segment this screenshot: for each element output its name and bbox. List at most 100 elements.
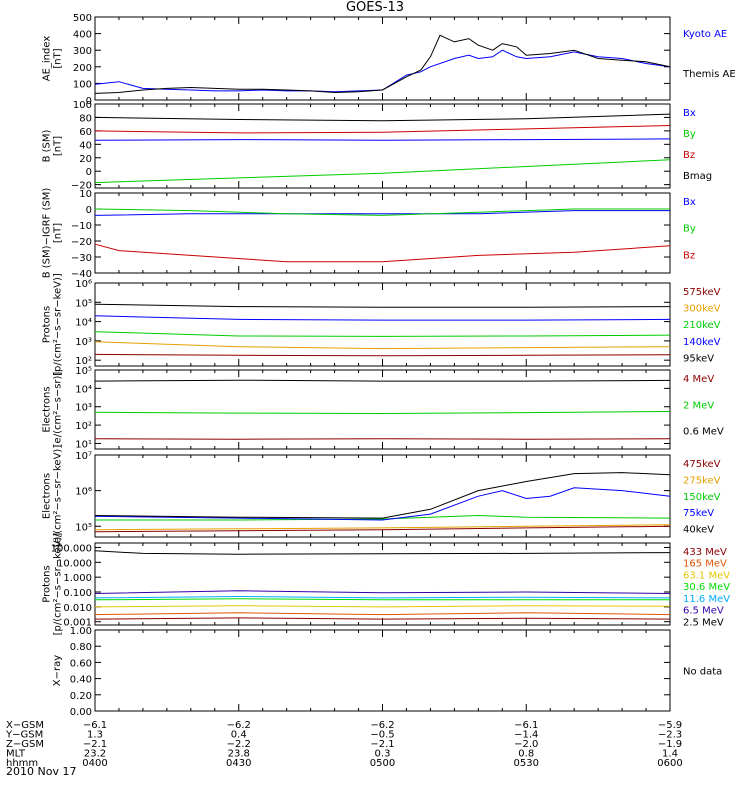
series-line-0.6-mev: [94, 379, 671, 382]
legend-entry: 63.1 MeV: [683, 570, 730, 581]
legend-entry: 165 MeV: [683, 559, 727, 570]
y-axis-label: Protons: [42, 565, 53, 602]
ephemeris-value: −1.9: [658, 739, 682, 750]
ephemeris-row-label: X−GSM: [6, 720, 44, 731]
y-axis-label: [nT]: [53, 136, 64, 156]
y-axis-label: Protons: [42, 306, 53, 343]
series-line-11.6-mev: [94, 595, 671, 599]
y-tick-label: 10: [79, 189, 92, 200]
y-tick-label: 200: [73, 63, 92, 74]
y-tick-label: 0.001: [63, 618, 92, 629]
ephemeris-value: −6.1: [514, 720, 538, 731]
legend-entry: By: [683, 129, 696, 140]
panel-frame: [94, 282, 671, 367]
panel-bsm: −20 0 20 40 60 80 100 B (SM) [nT] Bx By Bz Bmag: [42, 100, 713, 192]
legend-entry: Bmag: [683, 171, 712, 182]
series-line-30.6-mev: [94, 598, 670, 601]
y-tick-label: 0: [86, 205, 92, 216]
panel-protons: 10² 10³ 10⁴ 10⁵ 10⁶ Protons [p/(cm²−s−sr−keV)]…: [42, 273, 721, 376]
legend-entry: 575keV: [683, 287, 721, 298]
panel-note: No data: [683, 667, 722, 678]
ephemeris-value: 0530: [514, 758, 539, 769]
series-line-210kev: [94, 331, 671, 337]
legend-entry: 11.6 MeV: [683, 594, 730, 605]
y-tick-label: −10: [71, 221, 92, 232]
y-tick-label: 10²: [75, 421, 92, 432]
legend-entry: 433 MeV: [683, 547, 727, 558]
y-axis-label: [nT]: [53, 48, 64, 68]
y-tick-label: 10⁶: [75, 279, 92, 290]
series-line-by: [94, 208, 670, 216]
ephemeris-value: 0600: [657, 758, 682, 769]
legend-entry: 6.5 MeV: [683, 606, 724, 617]
series-line-kyoto-ae: [94, 49, 671, 93]
series-line-95kev: [94, 303, 671, 308]
legend-entry: Bx: [683, 197, 696, 208]
legend-entry: 0.6 MeV: [683, 427, 724, 438]
panel-protons_mev: 0.001 0.010 0.100 1.000 10.000 100.000 Protons…: [42, 533, 731, 636]
y-tick-label: 10²: [75, 356, 92, 367]
y-axis-label: Electrons: [42, 473, 53, 519]
ephemeris-value: −5.9: [658, 720, 682, 731]
legend-entry: 4 MeV: [683, 374, 714, 385]
y-tick-label: 60: [79, 127, 92, 138]
ephemeris-value: 1.3: [87, 730, 103, 741]
y-tick-label: 0.80: [70, 642, 92, 653]
ephemeris-value: −6.1: [83, 720, 107, 731]
y-axis-label: [nT]: [53, 223, 64, 243]
series-line-bx: [94, 138, 671, 141]
series-line-275kev: [94, 524, 671, 531]
y-tick-label: 10⁵: [75, 366, 92, 377]
panel-electrons_kev: 10⁵ 10⁶ 10⁷ Electrons [e/(cm²−s−sr−keV)] 475k…: [42, 445, 721, 548]
legend-entry: Kyoto AE: [683, 29, 727, 40]
y-tick-label: 500: [73, 13, 92, 24]
ephemeris-value: −2.1: [83, 739, 107, 750]
ephemeris-value: 1.4: [662, 749, 678, 760]
y-tick-label: 400: [73, 30, 92, 41]
ephemeris-row-label: Z−GSM: [6, 739, 44, 750]
ephemeris-value: −2.3: [658, 730, 682, 741]
y-tick-label: 0.60: [70, 658, 92, 669]
ephemeris-table: X−GSMY−GSMZ−GSMMLThhmm−6.11.3−2.123.2040…: [5, 720, 683, 769]
y-tick-label: 10⁵: [75, 298, 92, 309]
y-axis-label: B (SM): [42, 129, 53, 162]
series-line-bx: [94, 210, 670, 216]
legend-entry: 2.5 MeV: [683, 617, 724, 628]
y-tick-label: 80: [79, 113, 92, 124]
ephemeris-row-label: hhmm: [6, 758, 38, 769]
legend-entry: Bz: [683, 250, 695, 261]
ephemeris-value: 23.8: [228, 749, 250, 760]
series-line-2-mev: [94, 411, 671, 415]
series-line-150kev: [95, 514, 671, 521]
y-tick-label: 0.40: [70, 675, 92, 686]
date-label: 2010 Nov 17: [6, 765, 77, 778]
panel-frame: [94, 192, 671, 274]
legend-entry: 140keV: [683, 337, 721, 348]
legend-entry: 30.6 MeV: [683, 582, 730, 593]
series-line-140kev: [94, 315, 671, 321]
panel-ae: 0 100 200 300 400 500 AE_index [nT] Kyoto AE Them…: [42, 13, 736, 107]
ephemeris-row-label: MLT: [6, 749, 26, 760]
y-axis-label: Electrons: [42, 386, 53, 432]
legend-entry: 210keV: [683, 320, 721, 331]
y-tick-label: 10⁴: [75, 318, 92, 329]
y-tick-label: 0.00: [70, 707, 92, 718]
panel-frame: [94, 542, 671, 626]
y-tick-label: 0.010: [63, 603, 92, 614]
series-line-475kev: [94, 525, 671, 533]
panel-xray: 0.00 0.20 0.40 0.60 0.80 1.00 X−ray No data: [52, 626, 722, 718]
ephemeris-value: −2.0: [514, 739, 538, 750]
legend-entry: 2 MeV: [683, 400, 714, 411]
y-tick-label: −20: [71, 237, 92, 248]
y-axis-label: X−ray: [52, 655, 63, 686]
y-tick-label: 10¹: [75, 439, 92, 450]
y-tick-label: 10.000: [57, 558, 92, 569]
ephemeris-value: −6.2: [227, 720, 251, 731]
legend-entry: Bz: [683, 150, 695, 161]
y-tick-label: 10³: [75, 403, 92, 414]
y-tick-label: 10⁵: [75, 522, 92, 533]
y-axis-label: [e/(cm²−s−sr)]: [53, 372, 64, 448]
y-tick-label: −40: [71, 269, 92, 280]
series-line-433-mev: [94, 617, 671, 620]
